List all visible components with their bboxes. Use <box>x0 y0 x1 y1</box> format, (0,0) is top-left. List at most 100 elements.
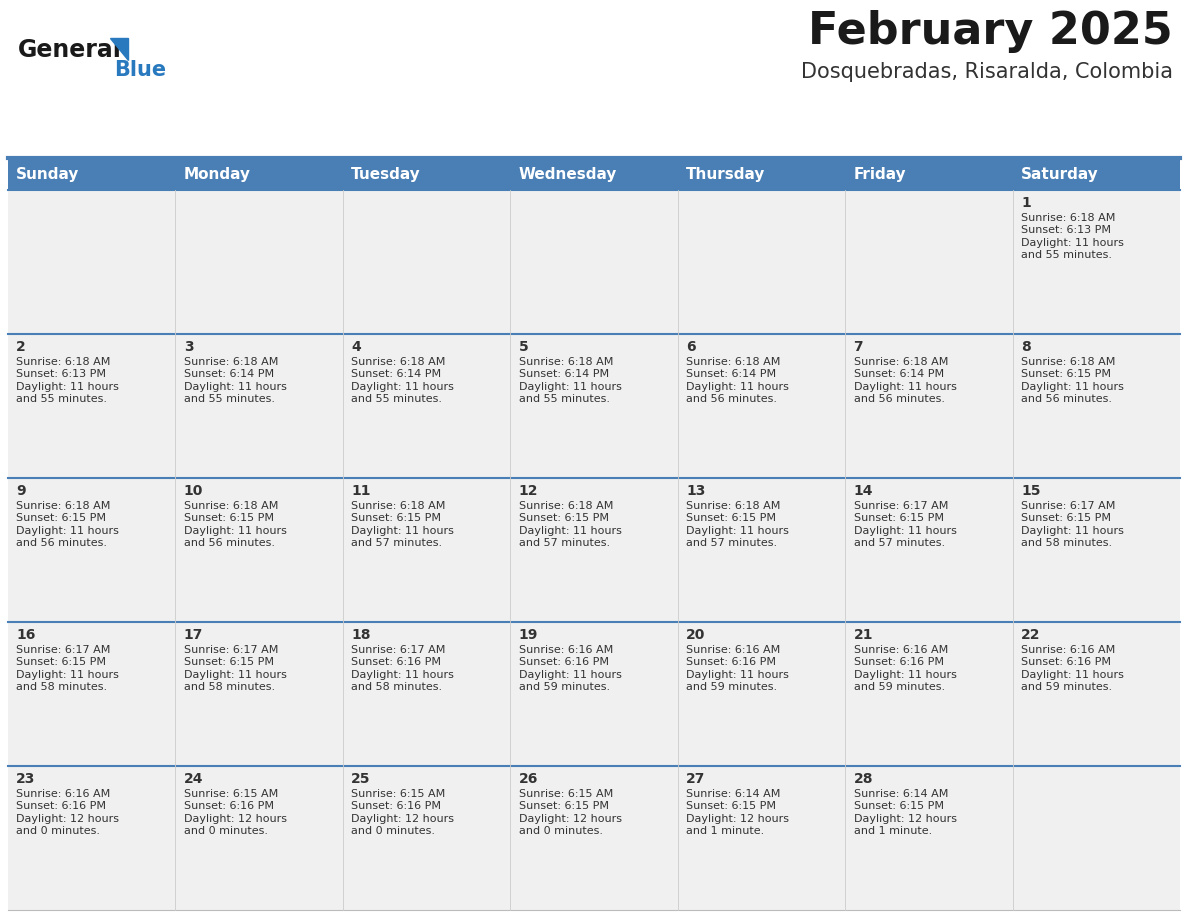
Text: Sunrise: 6:14 AM: Sunrise: 6:14 AM <box>853 789 948 799</box>
Text: and 55 minutes.: and 55 minutes. <box>1020 251 1112 260</box>
Text: and 55 minutes.: and 55 minutes. <box>519 394 609 404</box>
Text: 15: 15 <box>1020 484 1041 498</box>
Bar <box>8 158 176 190</box>
Text: Daylight: 12 hours: Daylight: 12 hours <box>687 813 789 823</box>
Text: Daylight: 11 hours: Daylight: 11 hours <box>687 382 789 392</box>
Bar <box>176 158 343 190</box>
Text: 9: 9 <box>17 484 26 498</box>
Text: 13: 13 <box>687 484 706 498</box>
Text: Sunrise: 6:15 AM: Sunrise: 6:15 AM <box>519 789 613 799</box>
Text: and 56 minutes.: and 56 minutes. <box>1020 394 1112 404</box>
Text: Sunset: 6:15 PM: Sunset: 6:15 PM <box>687 513 776 523</box>
Text: 26: 26 <box>519 772 538 786</box>
Text: Sunset: 6:15 PM: Sunset: 6:15 PM <box>184 657 273 667</box>
Text: Daylight: 12 hours: Daylight: 12 hours <box>184 813 286 823</box>
Text: 6: 6 <box>687 340 696 354</box>
Text: and 57 minutes.: and 57 minutes. <box>687 538 777 548</box>
Text: Daylight: 11 hours: Daylight: 11 hours <box>184 526 286 536</box>
Text: Sunrise: 6:18 AM: Sunrise: 6:18 AM <box>1020 357 1116 367</box>
Text: and 57 minutes.: and 57 minutes. <box>853 538 944 548</box>
Text: General: General <box>18 38 122 62</box>
Text: Sunset: 6:15 PM: Sunset: 6:15 PM <box>17 513 107 523</box>
Text: and 56 minutes.: and 56 minutes. <box>853 394 944 404</box>
Text: and 57 minutes.: and 57 minutes. <box>519 538 609 548</box>
Text: Sunrise: 6:15 AM: Sunrise: 6:15 AM <box>352 789 446 799</box>
Text: Wednesday: Wednesday <box>519 166 617 182</box>
Text: Daylight: 11 hours: Daylight: 11 hours <box>17 382 119 392</box>
Text: Sunset: 6:14 PM: Sunset: 6:14 PM <box>687 369 776 379</box>
Text: and 55 minutes.: and 55 minutes. <box>352 394 442 404</box>
Text: Daylight: 11 hours: Daylight: 11 hours <box>519 670 621 680</box>
Text: Sunrise: 6:16 AM: Sunrise: 6:16 AM <box>519 645 613 655</box>
Text: 21: 21 <box>853 628 873 642</box>
Text: Sunset: 6:16 PM: Sunset: 6:16 PM <box>853 657 943 667</box>
Text: and 55 minutes.: and 55 minutes. <box>184 394 274 404</box>
Text: 24: 24 <box>184 772 203 786</box>
Text: Sunrise: 6:15 AM: Sunrise: 6:15 AM <box>184 789 278 799</box>
Text: Daylight: 11 hours: Daylight: 11 hours <box>853 382 956 392</box>
Text: Sunset: 6:16 PM: Sunset: 6:16 PM <box>184 801 273 812</box>
Text: Daylight: 11 hours: Daylight: 11 hours <box>352 382 454 392</box>
Text: Sunrise: 6:18 AM: Sunrise: 6:18 AM <box>352 357 446 367</box>
Text: and 58 minutes.: and 58 minutes. <box>17 682 107 692</box>
Text: 28: 28 <box>853 772 873 786</box>
Text: and 0 minutes.: and 0 minutes. <box>17 826 100 836</box>
Text: Sunset: 6:14 PM: Sunset: 6:14 PM <box>184 369 274 379</box>
Bar <box>1012 158 1180 190</box>
Text: and 0 minutes.: and 0 minutes. <box>519 826 602 836</box>
Text: Sunrise: 6:17 AM: Sunrise: 6:17 AM <box>352 645 446 655</box>
Text: and 59 minutes.: and 59 minutes. <box>853 682 944 692</box>
Text: Daylight: 11 hours: Daylight: 11 hours <box>352 670 454 680</box>
Text: Sunrise: 6:18 AM: Sunrise: 6:18 AM <box>184 501 278 511</box>
Text: Sunset: 6:16 PM: Sunset: 6:16 PM <box>687 657 776 667</box>
Text: and 56 minutes.: and 56 minutes. <box>687 394 777 404</box>
Bar <box>845 158 1012 190</box>
Text: and 58 minutes.: and 58 minutes. <box>352 682 442 692</box>
Text: Daylight: 11 hours: Daylight: 11 hours <box>853 526 956 536</box>
Text: Daylight: 11 hours: Daylight: 11 hours <box>1020 670 1124 680</box>
Text: Sunday: Sunday <box>17 166 80 182</box>
Text: Dosquebradas, Risaralda, Colombia: Dosquebradas, Risaralda, Colombia <box>801 62 1173 82</box>
Text: and 55 minutes.: and 55 minutes. <box>17 394 107 404</box>
Text: Sunset: 6:15 PM: Sunset: 6:15 PM <box>1020 513 1111 523</box>
Text: Sunrise: 6:18 AM: Sunrise: 6:18 AM <box>519 357 613 367</box>
Bar <box>343 158 511 190</box>
Text: 2: 2 <box>17 340 26 354</box>
Text: Daylight: 11 hours: Daylight: 11 hours <box>1020 526 1124 536</box>
Text: and 56 minutes.: and 56 minutes. <box>17 538 107 548</box>
Bar <box>8 190 1180 334</box>
Text: Sunset: 6:15 PM: Sunset: 6:15 PM <box>17 657 107 667</box>
Bar <box>677 158 845 190</box>
Text: Sunset: 6:15 PM: Sunset: 6:15 PM <box>853 801 943 812</box>
Text: Sunrise: 6:14 AM: Sunrise: 6:14 AM <box>687 789 781 799</box>
Text: Sunrise: 6:18 AM: Sunrise: 6:18 AM <box>519 501 613 511</box>
Text: Monday: Monday <box>184 166 251 182</box>
Text: Sunrise: 6:16 AM: Sunrise: 6:16 AM <box>1020 645 1116 655</box>
Text: Blue: Blue <box>114 60 166 80</box>
Text: 7: 7 <box>853 340 864 354</box>
Text: Sunset: 6:15 PM: Sunset: 6:15 PM <box>519 801 608 812</box>
Text: and 58 minutes.: and 58 minutes. <box>1020 538 1112 548</box>
Text: and 59 minutes.: and 59 minutes. <box>519 682 609 692</box>
Text: Sunset: 6:15 PM: Sunset: 6:15 PM <box>687 801 776 812</box>
Text: February 2025: February 2025 <box>808 10 1173 53</box>
Text: Thursday: Thursday <box>687 166 765 182</box>
Text: and 59 minutes.: and 59 minutes. <box>1020 682 1112 692</box>
Text: Daylight: 11 hours: Daylight: 11 hours <box>184 670 286 680</box>
Text: Sunrise: 6:18 AM: Sunrise: 6:18 AM <box>853 357 948 367</box>
Text: 12: 12 <box>519 484 538 498</box>
Text: Daylight: 11 hours: Daylight: 11 hours <box>687 670 789 680</box>
Text: 4: 4 <box>352 340 361 354</box>
Text: 19: 19 <box>519 628 538 642</box>
Text: 27: 27 <box>687 772 706 786</box>
Text: Sunset: 6:15 PM: Sunset: 6:15 PM <box>184 513 273 523</box>
Text: Sunrise: 6:18 AM: Sunrise: 6:18 AM <box>184 357 278 367</box>
Text: Sunrise: 6:16 AM: Sunrise: 6:16 AM <box>853 645 948 655</box>
Text: 10: 10 <box>184 484 203 498</box>
Text: Daylight: 11 hours: Daylight: 11 hours <box>184 382 286 392</box>
Text: 8: 8 <box>1020 340 1031 354</box>
Text: Sunset: 6:14 PM: Sunset: 6:14 PM <box>519 369 608 379</box>
Text: 25: 25 <box>352 772 371 786</box>
Text: Sunrise: 6:17 AM: Sunrise: 6:17 AM <box>184 645 278 655</box>
Text: Daylight: 11 hours: Daylight: 11 hours <box>1020 382 1124 392</box>
